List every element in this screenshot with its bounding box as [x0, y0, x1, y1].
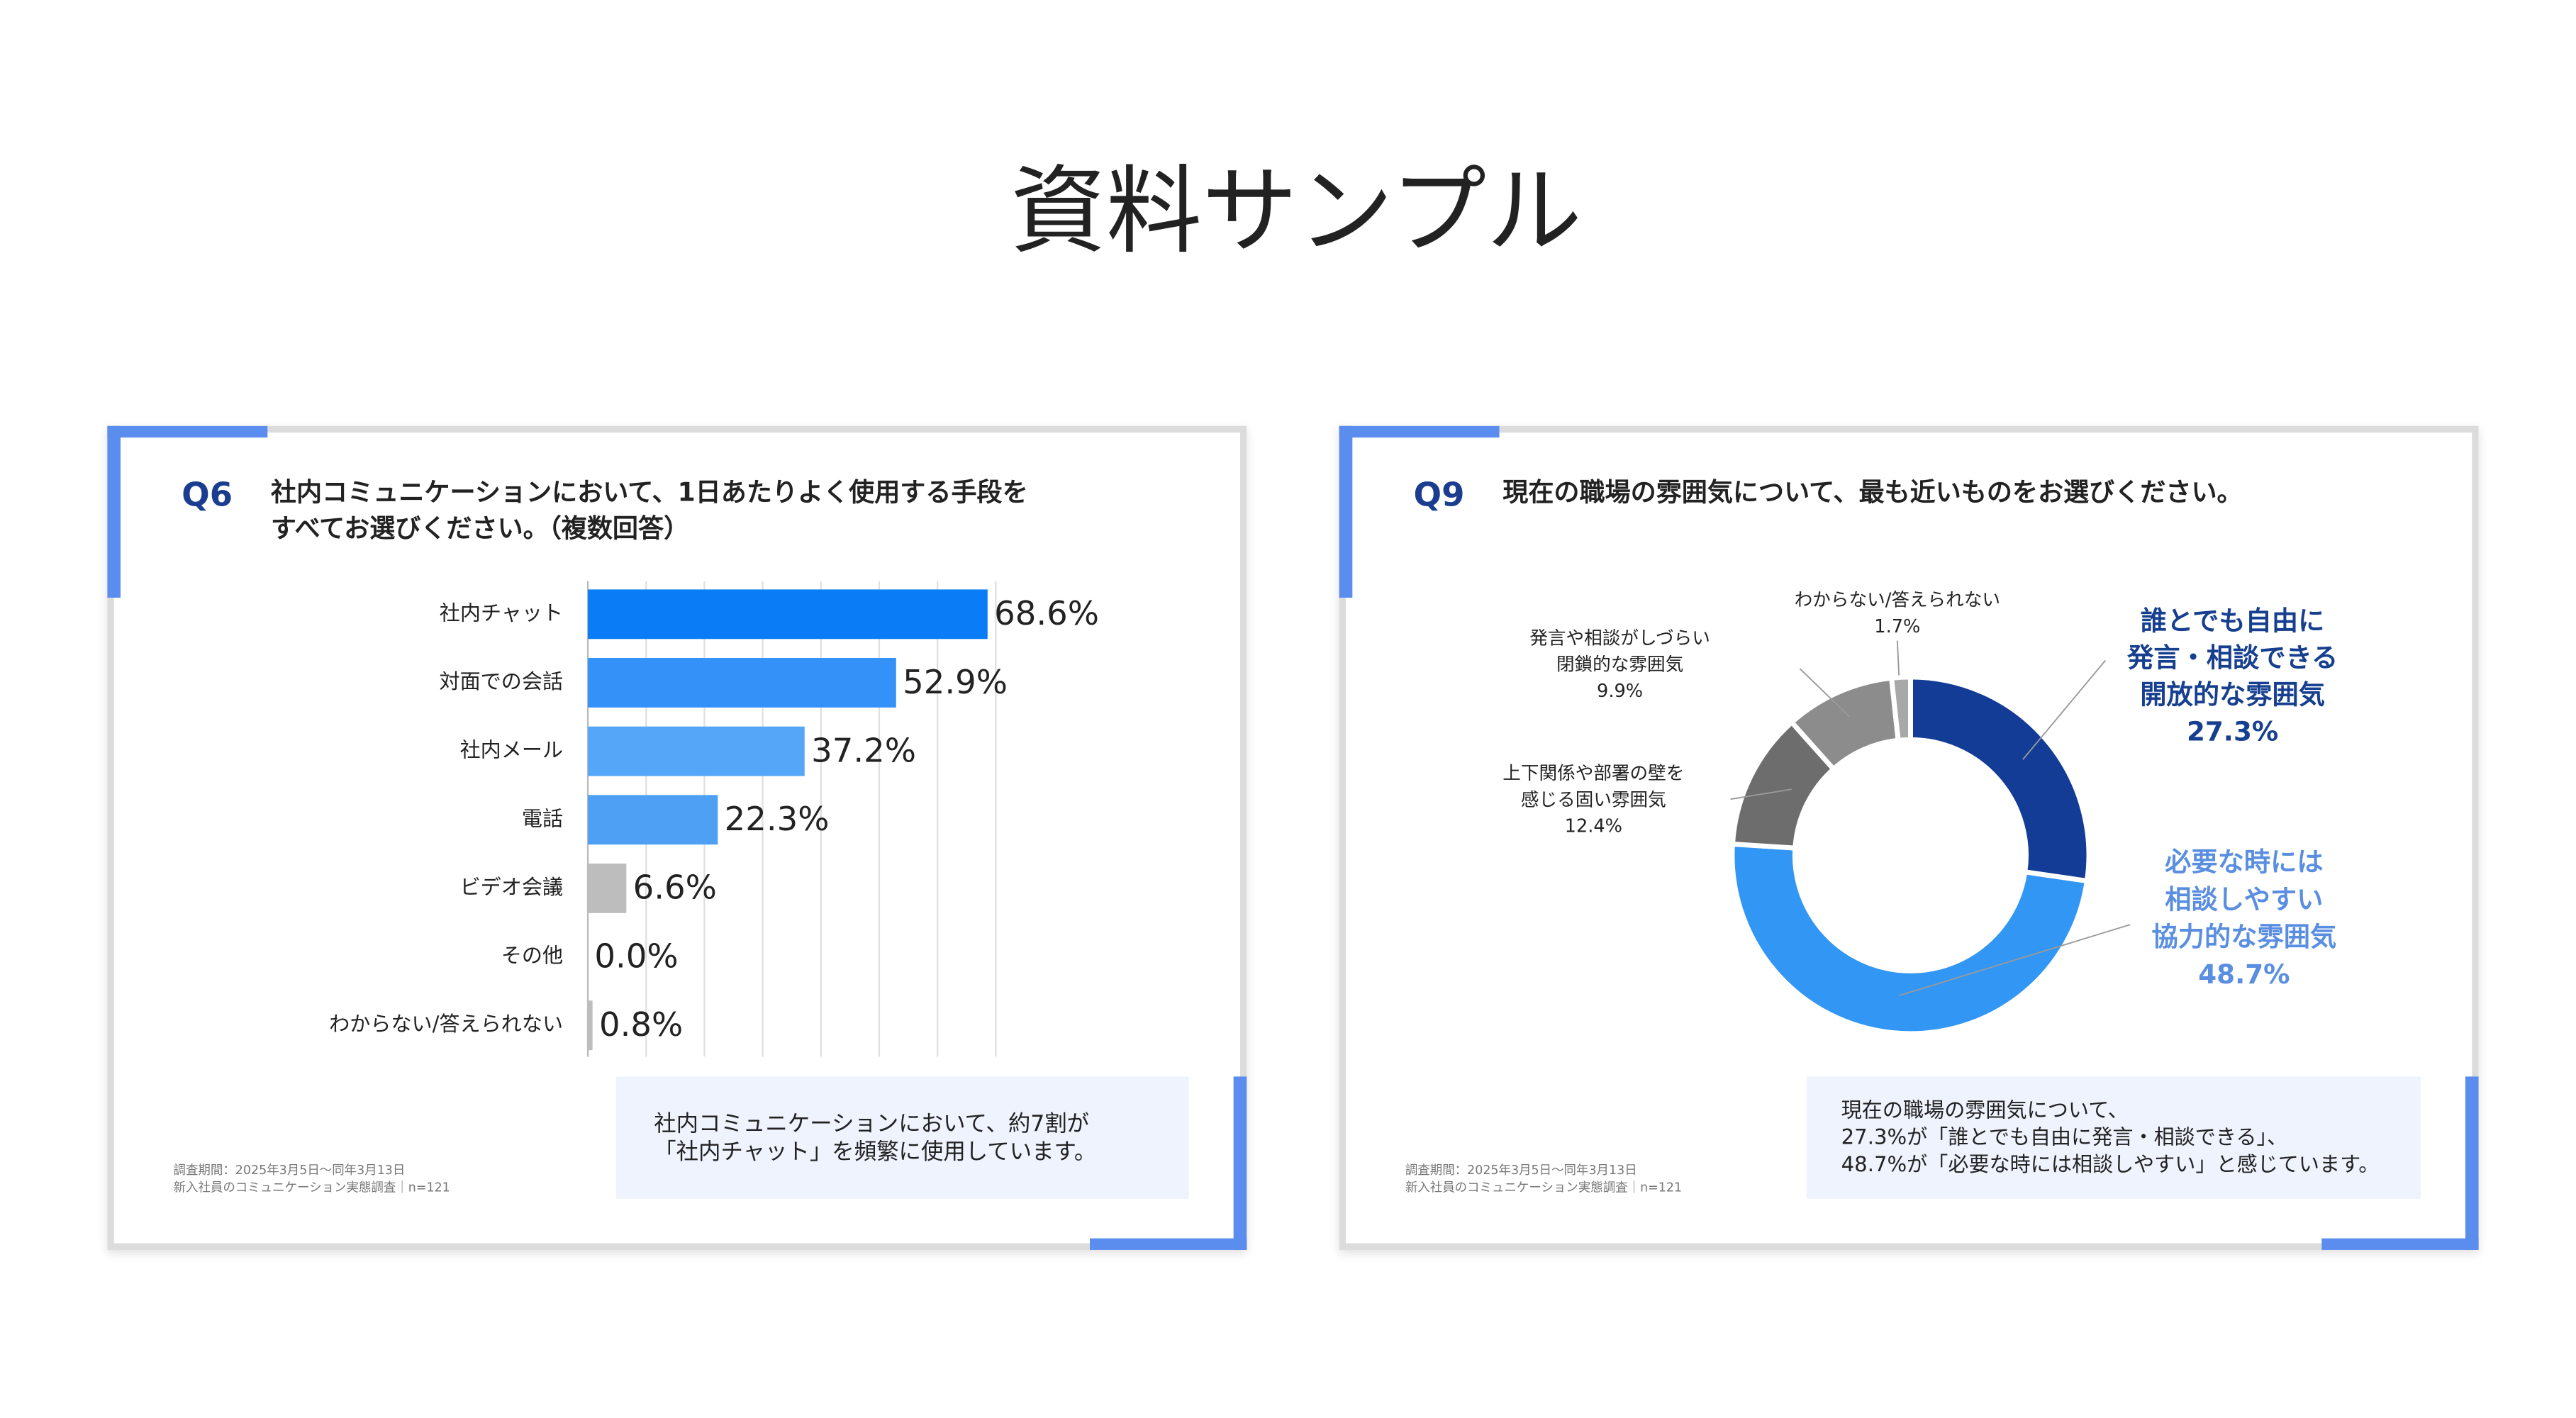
slice-value: 48.7% — [2198, 959, 2290, 990]
value-label: 0.8% — [599, 1005, 683, 1044]
slice-label: 相談しやすい — [2165, 883, 2323, 915]
bar — [588, 863, 627, 913]
page-title: 資料サンプル — [1010, 156, 1582, 267]
source-note: 調査期間：2025年3月5日〜同年3月13日 — [1405, 1163, 1637, 1178]
leader-line — [1896, 640, 1900, 676]
donut-segment — [1729, 841, 2090, 1037]
bar — [588, 1000, 593, 1051]
category-label: 社内チャット — [440, 601, 563, 625]
bar — [588, 589, 988, 640]
corner-accent — [1090, 1238, 1247, 1250]
note-text: 社内コミュニケーションにおいて、約7割が — [654, 1111, 1089, 1137]
note-box — [1806, 1076, 2421, 1199]
corner-accent — [1233, 1076, 1247, 1250]
leader-line — [2022, 659, 2106, 760]
note-text: 「社内チャット」を頻繁に使用しています。 — [654, 1139, 1096, 1165]
slice-label: 上下関係や部署の壁を — [1502, 763, 1684, 784]
category-label: 電話 — [522, 806, 563, 830]
source-note: 新入社員のコミュニケーション実態調査｜n=121 — [174, 1180, 450, 1195]
slice-value: 12.4% — [1565, 816, 1622, 837]
slice-value: 27.3% — [2187, 715, 2278, 747]
slice-label: 閉鎖的な雰囲気 — [1556, 654, 1683, 676]
value-label: 37.2% — [811, 731, 916, 769]
donut-segment — [1888, 674, 1913, 744]
corner-accent — [107, 425, 121, 598]
leader-line — [1730, 788, 1792, 800]
slice-label: 発言・相談できる — [2127, 642, 2338, 673]
bar — [588, 795, 718, 845]
bar — [588, 658, 896, 708]
slice-value: 1.7% — [1874, 616, 1920, 637]
category-label: 社内メール — [460, 738, 564, 762]
question-label: Q9 — [1413, 475, 1464, 513]
slice-label: 感じる固い雰囲気 — [1521, 789, 1666, 810]
note-text: 27.3%が「誰とでも自由に発言・相談できる」、 — [1841, 1125, 2288, 1149]
question-text: すべてお選びください。（複数回答） — [271, 514, 689, 544]
note-box — [615, 1076, 1189, 1199]
value-label: 52.9% — [903, 663, 1008, 701]
value-label: 22.3% — [725, 800, 830, 838]
question-label: Q6 — [182, 475, 233, 513]
slice-label: 必要な時には — [2165, 846, 2324, 877]
value-label: 6.6% — [633, 869, 717, 907]
source-note: 調査期間：2025年3月5日〜同年3月13日 — [174, 1163, 406, 1178]
category-label: 対面での会話 — [439, 669, 563, 693]
slice-label: 協力的な雰囲気 — [2152, 921, 2337, 952]
corner-accent — [1339, 425, 1500, 438]
slice-label: 開放的な雰囲気 — [2140, 679, 2325, 710]
value-label: 68.6% — [994, 594, 1099, 632]
source-note: 新入社員のコミュニケーション実態調査｜n=121 — [1405, 1180, 1682, 1195]
corner-accent — [1339, 425, 1353, 598]
donut-segment — [1907, 674, 2092, 884]
value-label: 0.0% — [594, 937, 678, 975]
corner-accent — [107, 425, 268, 438]
slice-label: 誰とでも自由に — [2141, 605, 2325, 636]
bar — [588, 726, 805, 776]
slice-label: 発言や相談がしづらい — [1529, 627, 1710, 649]
slice-label: わからない/答えられない — [1795, 590, 2000, 611]
note-text: 48.7%が「必要な時には相談しやすい」と感じています。 — [1841, 1152, 2380, 1176]
category-label: その他 — [501, 944, 563, 968]
slice-value: 9.9% — [1597, 681, 1643, 702]
category-label: ビデオ会議 — [460, 875, 564, 899]
corner-accent — [2321, 1238, 2479, 1250]
corner-accent — [2465, 1076, 2479, 1250]
question-text: 社内コミュニケーションにおいて、1日あたりよく使用する手段を — [271, 477, 1028, 507]
leader-line — [1898, 924, 2131, 997]
note-text: 現在の職場の雰囲気について、 — [1841, 1098, 2129, 1122]
category-label: わからない/答えられない — [329, 1012, 563, 1036]
question-text: 現在の職場の雰囲気について、最も近いものをお選びください。 — [1502, 477, 2242, 507]
leader-line — [1799, 668, 1850, 718]
